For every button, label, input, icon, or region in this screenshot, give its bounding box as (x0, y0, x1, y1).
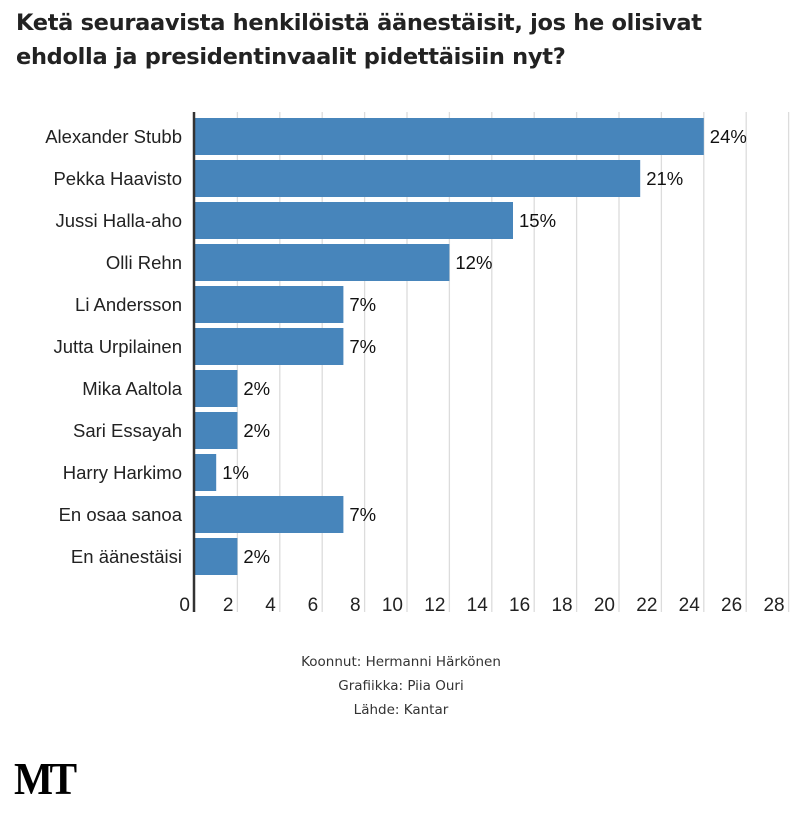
chart-title: Ketä seuraavista henkilöistä äänestäisit… (16, 10, 702, 70)
x-tick-label: 26 (721, 595, 742, 616)
footer-source: Lähde: Kantar (353, 702, 449, 718)
x-tick-label: 24 (679, 595, 701, 616)
x-tick-label: 10 (382, 595, 403, 616)
data-label: 2% (243, 420, 270, 441)
x-tick-label: 8 (350, 595, 361, 616)
category-label: Olli Rehn (106, 252, 182, 273)
bar (195, 496, 344, 533)
x-tick-label: 20 (594, 595, 615, 616)
x-tick-label: 6 (308, 595, 319, 616)
category-label: Pekka Haavisto (53, 168, 182, 189)
bar (195, 370, 238, 407)
x-tick-label: 2 (223, 595, 234, 616)
category-label: En äänestäisi (71, 546, 182, 567)
category-label: Alexander Stubb (45, 126, 182, 147)
x-tick-label: 22 (636, 595, 657, 616)
x-tick-label: 12 (424, 595, 445, 616)
bar (195, 202, 513, 239)
data-label: 12% (455, 252, 492, 273)
data-label: 21% (646, 168, 683, 189)
bar (195, 412, 238, 449)
category-label: Mika Aaltola (82, 378, 182, 399)
category-label: Jussi Halla-aho (56, 210, 182, 231)
category-label: Li Andersson (75, 294, 182, 315)
bar (195, 244, 450, 281)
bar (195, 286, 344, 323)
data-label: 7% (349, 336, 376, 357)
x-tick-label: 18 (551, 595, 572, 616)
category-label: Jutta Urpilainen (53, 336, 182, 357)
x-tick-label: 16 (509, 595, 530, 616)
x-tick-label: 14 (467, 595, 489, 616)
data-label: 7% (349, 294, 376, 315)
category-label: Harry Harkimo (63, 462, 182, 483)
category-label: Sari Essayah (73, 420, 182, 441)
data-label: 15% (519, 210, 556, 231)
data-label: 7% (349, 504, 376, 525)
data-label: 24% (710, 126, 747, 147)
data-label: 2% (243, 546, 270, 567)
bar (195, 454, 217, 491)
category-label: En osaa sanoa (59, 504, 183, 525)
bar (195, 328, 344, 365)
bar (195, 118, 704, 155)
footer-compiled-by: Koonnut: Hermanni Härkönen (301, 654, 501, 670)
bar (195, 160, 641, 197)
mt-logo: MT (14, 753, 77, 804)
data-label: 1% (222, 462, 249, 483)
x-tick-label: 0 (179, 595, 190, 616)
x-tick-label: 28 (763, 595, 784, 616)
data-label: 2% (243, 378, 270, 399)
bar (195, 538, 238, 575)
footer-graphics: Grafiikka: Piia Ouri (338, 678, 464, 694)
x-tick-label: 4 (265, 595, 276, 616)
